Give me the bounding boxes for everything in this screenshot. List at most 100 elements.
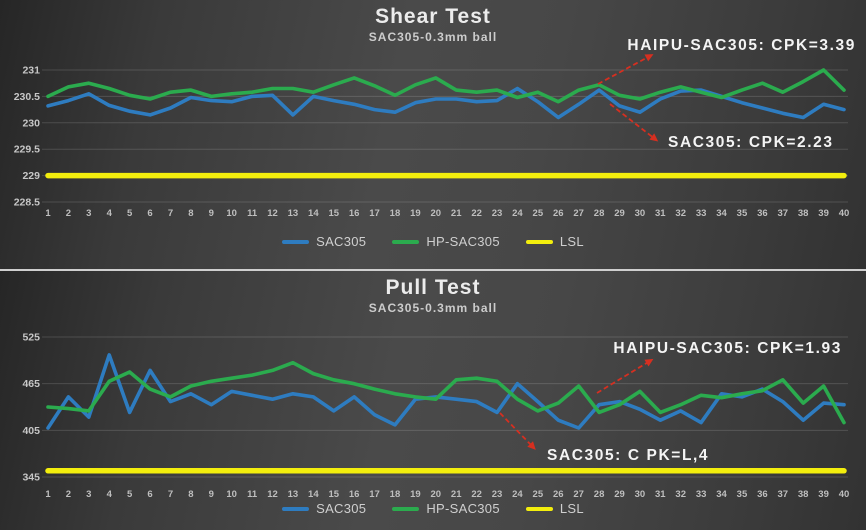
x-tick-label: 28 xyxy=(594,208,605,219)
x-tick-label: 35 xyxy=(737,489,748,500)
x-tick-label: 34 xyxy=(716,489,727,500)
x-tick-label: 20 xyxy=(431,208,442,219)
x-tick-label: 26 xyxy=(553,208,564,219)
x-tick-label: 37 xyxy=(777,489,788,500)
y-tick-label: 230.5 xyxy=(14,91,40,103)
x-tick-label: 27 xyxy=(573,208,584,219)
x-tick-label: 32 xyxy=(675,489,686,500)
annotation-arrow xyxy=(597,55,651,85)
x-tick-label: 21 xyxy=(451,489,462,500)
x-tick-label: 18 xyxy=(390,489,401,500)
x-tick-label: 15 xyxy=(328,208,339,219)
x-tick-label: 28 xyxy=(594,489,605,500)
y-tick-label: 231 xyxy=(22,65,40,77)
x-tick-label: 38 xyxy=(798,208,809,219)
x-tick-label: 3 xyxy=(86,208,91,219)
legend-label: HP-SAC305 xyxy=(426,501,500,516)
x-tick-label: 37 xyxy=(777,208,788,219)
x-tick-label: 36 xyxy=(757,208,768,219)
cpk-annotation: SAC305: CPK=2.23 xyxy=(668,134,834,151)
y-tick-label: 229 xyxy=(22,170,40,182)
x-tick-label: 8 xyxy=(188,208,193,219)
annotation-arrow xyxy=(609,103,656,140)
x-tick-label: 25 xyxy=(533,489,544,500)
x-tick-label: 23 xyxy=(492,489,503,500)
legend-label: HP-SAC305 xyxy=(426,234,500,249)
x-tick-label: 33 xyxy=(696,208,707,219)
annotation-arrowhead xyxy=(649,133,659,142)
y-tick-label: 345 xyxy=(22,472,40,484)
x-tick-label: 19 xyxy=(410,489,421,500)
x-tick-label: 30 xyxy=(635,208,646,219)
x-tick-label: 14 xyxy=(308,208,319,219)
x-tick-label: 10 xyxy=(226,489,237,500)
x-tick-label: 11 xyxy=(247,208,258,219)
x-tick-label: 34 xyxy=(716,208,727,219)
legend-item-lsl: LSL xyxy=(525,501,584,516)
x-tick-label: 19 xyxy=(410,208,421,219)
x-tick-label: 16 xyxy=(349,208,360,219)
x-tick-label: 9 xyxy=(209,489,214,500)
cpk-annotation: HAIPU-SAC305: CPK=1.93 xyxy=(613,340,842,357)
x-tick-label: 11 xyxy=(247,489,258,500)
x-tick-label: 18 xyxy=(390,208,401,219)
x-tick-label: 1 xyxy=(45,208,51,219)
x-tick-label: 16 xyxy=(349,489,360,500)
x-tick-label: 35 xyxy=(737,208,748,219)
y-tick-label: 228.5 xyxy=(14,197,40,209)
x-tick-label: 12 xyxy=(267,489,278,500)
x-tick-label: 6 xyxy=(147,208,152,219)
series-line-sac305 xyxy=(46,353,846,430)
series-line-hp-sac305 xyxy=(46,360,846,425)
x-tick-label: 10 xyxy=(226,208,237,219)
x-tick-label: 2 xyxy=(66,489,71,500)
y-tick-label: 525 xyxy=(22,332,40,344)
series-line-hp-sac305 xyxy=(46,68,846,104)
x-tick-label: 13 xyxy=(288,489,299,500)
legend-item-lsl: LSL xyxy=(525,234,584,249)
x-tick-label: 13 xyxy=(288,208,299,219)
x-tick-label: 12 xyxy=(267,208,278,219)
shear-legend: SAC305 HP-SAC305 LSL xyxy=(0,234,866,249)
y-tick-label: 229.5 xyxy=(14,144,40,156)
legend-item-hp-sac305: HP-SAC305 xyxy=(392,234,500,249)
x-tick-label: 36 xyxy=(757,489,768,500)
legend-item-sac305: SAC305 xyxy=(282,234,366,249)
x-tick-label: 32 xyxy=(675,208,686,219)
x-tick-label: 1 xyxy=(45,489,51,500)
x-tick-label: 4 xyxy=(107,208,113,219)
x-tick-label: 25 xyxy=(533,208,544,219)
x-tick-label: 4 xyxy=(107,489,113,500)
shear-test-panel: 231 230.5 230 229.5 229 228.5 1 2 3 4 5 6 7 8 9 10 11 12 1… xyxy=(0,0,866,269)
x-tick-label: 31 xyxy=(655,208,666,219)
annotation-arrowhead xyxy=(644,54,654,62)
x-tick-label: 5 xyxy=(127,208,133,219)
x-tick-label: 24 xyxy=(512,489,523,500)
x-tick-label: 22 xyxy=(471,489,482,500)
legend-label: LSL xyxy=(559,234,584,249)
legend-item-sac305: SAC305 xyxy=(282,501,366,516)
x-tick-label: 6 xyxy=(147,489,152,500)
annotation-arrow xyxy=(596,360,651,394)
sac305-line-swatch xyxy=(282,506,310,511)
x-tick-label: 3 xyxy=(86,489,91,500)
y-tick-label: 230 xyxy=(22,117,40,129)
x-tick-label: 2 xyxy=(66,208,71,219)
x-tick-label: 22 xyxy=(471,208,482,219)
x-tick-label: 38 xyxy=(798,489,809,500)
x-tick-label: 26 xyxy=(553,489,564,500)
x-tick-label: 27 xyxy=(573,489,584,500)
x-tick-label: 40 xyxy=(839,208,850,219)
x-tick-label: 15 xyxy=(328,489,339,500)
x-tick-label: 29 xyxy=(614,208,625,219)
legend-label: LSL xyxy=(559,501,584,516)
y-tick-label: 465 xyxy=(22,378,40,390)
cpk-annotation: HAIPU-SAC305: CPK=3.39 xyxy=(627,37,856,54)
x-tick-label: 5 xyxy=(127,489,133,500)
x-tick-label: 9 xyxy=(209,208,214,219)
x-tick-label: 23 xyxy=(492,208,503,219)
y-tick-label: 405 xyxy=(22,425,40,437)
